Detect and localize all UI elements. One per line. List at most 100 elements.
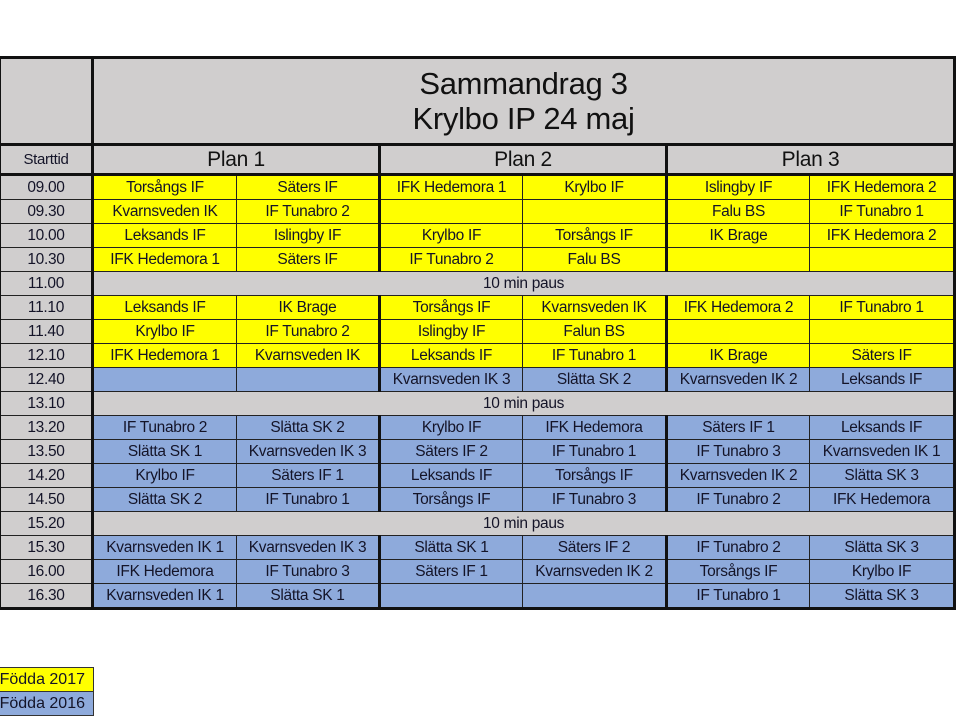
match-team-cell — [808, 247, 957, 272]
start-time: 16.00 — [0, 559, 94, 584]
match-team-cell: Säters IF 1 — [666, 415, 810, 440]
match-team-cell: Islingby IF — [379, 319, 523, 344]
match-team-cell: Kvarnsveden IK 2 — [666, 463, 810, 488]
corner-cell — [0, 56, 94, 146]
start-time: 09.30 — [0, 199, 94, 224]
start-time: 12.40 — [0, 367, 94, 392]
match-team-cell: Falun BS — [522, 319, 668, 344]
table-row: 10.00 Leksands IF Islingby IF Krylbo IF Tors… — [0, 223, 957, 248]
match-team-cell: IF Tunabro 2 — [92, 415, 237, 440]
pause-cell: 10 min paus — [91, 391, 957, 416]
table-row: 13.20 IF Tunabro 2 Slätta SK 2 Krylbo IF IFK… — [0, 415, 957, 440]
match-team-cell: Leksands IF — [808, 367, 957, 392]
match-team-cell: Islingby IF — [236, 223, 381, 248]
match-team-cell: Kvarnsveden IK — [522, 295, 668, 320]
match-team-cell: Slätta SK 1 — [92, 439, 237, 464]
match-team-cell: Säters IF 1 — [379, 559, 523, 584]
match-team-cell: Kvarnsveden IK 2 — [522, 559, 668, 584]
match-team-cell: Kvarnsveden IK 3 — [379, 367, 523, 392]
match-team-cell: Krylbo IF — [379, 223, 523, 248]
match-team-cell — [808, 319, 957, 344]
start-time: 09.00 — [0, 174, 94, 200]
plan-2-header: Plan 2 — [378, 143, 668, 176]
start-time: 14.50 — [0, 487, 94, 512]
table-row: 16.00 IFK Hedemora IF Tunabro 3 Säters IF 1… — [0, 559, 957, 584]
match-team-cell: Torsångs IF — [379, 487, 523, 512]
table-row: 11.10 Leksands IF IK Brage Torsångs IF Kvarn… — [0, 295, 957, 320]
start-time: 13.10 — [0, 391, 94, 416]
start-time: 12.10 — [0, 343, 94, 368]
match-team-cell: Kvarnsveden IK 1 — [92, 583, 237, 610]
match-team-cell: IK Brage — [666, 223, 810, 248]
match-team-cell: IF Tunabro 2 — [666, 487, 810, 512]
start-time: 16.30 — [0, 583, 94, 610]
match-team-cell: IFK Hedemora 1 — [92, 247, 237, 272]
match-team-cell: Säters IF 1 — [236, 463, 381, 488]
match-team-cell: IFK Hedemora 1 — [92, 343, 237, 368]
match-team-cell: IF Tunabro 1 — [808, 199, 957, 224]
match-team-cell: Torsångs IF — [92, 174, 237, 200]
match-team-cell: Krylbo IF — [522, 174, 668, 200]
table-row: 15.30 Kvarnsveden IK 1 Kvarnsveden IK 3 Slä… — [0, 535, 957, 560]
start-time: 10.00 — [0, 223, 94, 248]
match-team-cell: IF Tunabro 2 — [236, 319, 381, 344]
match-team-cell: Leksands IF — [92, 295, 237, 320]
start-time: 13.50 — [0, 439, 94, 464]
match-team-cell — [666, 319, 810, 344]
match-team-cell: IFK Hedemora — [92, 559, 237, 584]
match-team-cell: Torsångs IF — [522, 223, 668, 248]
match-team-cell: IF Tunabro 1 — [808, 295, 957, 320]
match-team-cell: Leksands IF — [379, 463, 523, 488]
match-team-cell: Slätta SK 3 — [808, 583, 957, 610]
match-team-cell: IFK Hedemora 2 — [666, 295, 810, 320]
match-team-cell: IFK Hedemora 1 — [379, 174, 523, 200]
match-team-cell: IFK Hedemora — [522, 415, 668, 440]
match-team-cell: Slätta SK 2 — [522, 367, 668, 392]
start-time: 14.20 — [0, 463, 94, 488]
match-team-cell: Kvarnsveden IK 3 — [236, 535, 381, 560]
match-team-cell: Slätta SK 2 — [236, 415, 381, 440]
match-team-cell — [666, 247, 810, 272]
match-team-cell: Leksands IF — [379, 343, 523, 368]
match-team-cell: Falu BS — [666, 199, 810, 224]
match-team-cell: IF Tunabro 2 — [666, 535, 810, 560]
match-team-cell: IF Tunabro 1 — [666, 583, 810, 610]
start-time: 15.30 — [0, 535, 94, 560]
match-team-cell: IF Tunabro 3 — [236, 559, 381, 584]
start-time: 13.20 — [0, 415, 94, 440]
match-team-cell: IF Tunabro 3 — [522, 487, 668, 512]
match-team-cell: Säters IF — [808, 343, 957, 368]
plan-1-header: Plan 1 — [91, 143, 381, 176]
match-team-cell: Kvarnsveden IK 3 — [236, 439, 381, 464]
match-team-cell: IFK Hedemora — [808, 487, 957, 512]
match-team-cell: Torsångs IF — [379, 295, 523, 320]
match-team-cell: IF Tunabro 2 — [236, 199, 381, 224]
match-team-cell: Säters IF 2 — [522, 535, 668, 560]
match-team-cell — [522, 199, 668, 224]
match-team-cell: Kvarnsveden IK — [236, 343, 381, 368]
start-time: 11.10 — [0, 295, 94, 320]
table-row: 14.50 Slätta SK 2 IF Tunabro 1 Torsångs IF I… — [0, 487, 957, 512]
start-time: 15.20 — [0, 511, 94, 536]
schedule-table: Sammandrag 3 Krylbo IP 24 maj Starttid Pl… — [0, 56, 957, 610]
table-row: 12.40 Kvarnsveden IK 3 Slätta SK 2 Kvarnsve… — [0, 367, 957, 392]
match-team-cell: Leksands IF — [92, 223, 237, 248]
pause-cell: 10 min paus — [91, 271, 957, 296]
match-team-cell: IFK Hedemora 2 — [808, 174, 957, 200]
start-time: 10.30 — [0, 247, 94, 272]
match-team-cell: Krylbo IF — [808, 559, 957, 584]
table-row: 15.20 10 min paus — [0, 511, 957, 536]
match-team-cell: Slätta SK 1 — [236, 583, 381, 610]
table-row: 13.50 Slätta SK 1 Kvarnsveden IK 3 Säters I… — [0, 439, 957, 464]
table-row: 16.30 Kvarnsveden IK 1 Slätta SK 1 IF Tunab… — [0, 583, 957, 610]
pause-cell: 10 min paus — [91, 511, 957, 536]
table-row: 11.40 Krylbo IF IF Tunabro 2 Islingby IF Fal… — [0, 319, 957, 344]
start-time: 11.40 — [0, 319, 94, 344]
match-team-cell: Slätta SK 1 — [379, 535, 523, 560]
match-team-cell: Torsångs IF — [522, 463, 668, 488]
legend: Födda 2017 Födda 2016 — [0, 667, 94, 716]
match-team-cell — [522, 583, 668, 610]
match-team-cell: IFK Hedemora 2 — [808, 223, 957, 248]
table-row: 11.00 10 min paus — [0, 271, 957, 296]
